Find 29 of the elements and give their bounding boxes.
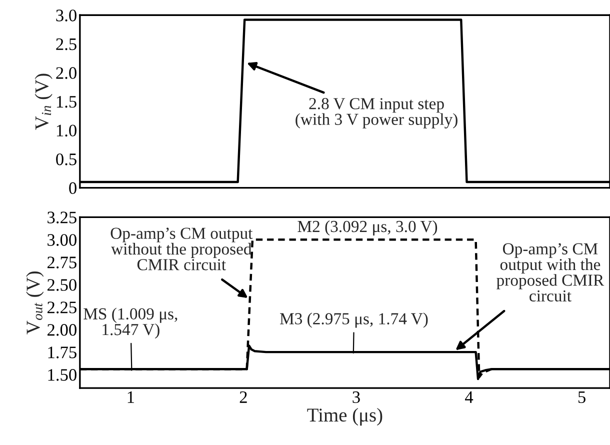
y-tick-label: 2.5 — [56, 38, 76, 50]
y-axis-title: V$_{out}$ (V) — [26, 272, 44, 334]
y-tick-label: 2.25 — [48, 302, 76, 314]
x-tick-label: 4 — [465, 391, 474, 403]
annotation: M3 (2.975 μs, 1.74 V) — [280, 312, 428, 328]
y-tick-label: 3.0 — [56, 10, 76, 22]
annotation: Op-amp’s CM output without the proposed CMIR circuit — [110, 228, 253, 270]
y-tick-label: 1.50 — [48, 369, 76, 381]
y-tick-label: 3.00 — [48, 234, 76, 246]
y-tick-label: 2.50 — [48, 279, 76, 291]
y-tick-label: 0 — [69, 182, 76, 194]
y-tick-label: 1.75 — [48, 346, 76, 358]
annotation: Op-amp’s CM output with the proposed CMIR circuit — [496, 243, 604, 302]
y-tick-label: 1.5 — [56, 96, 76, 108]
x-tick-label: 3 — [352, 391, 360, 404]
y-axis-title: V$_{in}$ (V) — [34, 74, 52, 130]
x-tick-label: 2 — [240, 391, 247, 403]
x-tick-label: 1 — [128, 391, 134, 403]
x-tick-label: 5 — [578, 391, 586, 404]
y-tick-label: 2.00 — [48, 324, 76, 336]
annotation: M2 (3.092 μs, 3.0 V) — [298, 220, 438, 236]
x-axis-title: Time (μs) — [307, 408, 382, 426]
y-tick-label: 2.0 — [56, 67, 76, 79]
y-tick-label: 3.25 — [48, 212, 76, 224]
y-tick-label: 2.75 — [48, 256, 76, 268]
y-tick-label: 0.5 — [56, 153, 76, 166]
y-tick-label: 1.0 — [56, 124, 76, 137]
annotation: MS (1.009 μs, 1.547 V) — [84, 308, 178, 339]
annotation: 2.8 V CM input step (with 3 V power supply) — [296, 98, 458, 128]
